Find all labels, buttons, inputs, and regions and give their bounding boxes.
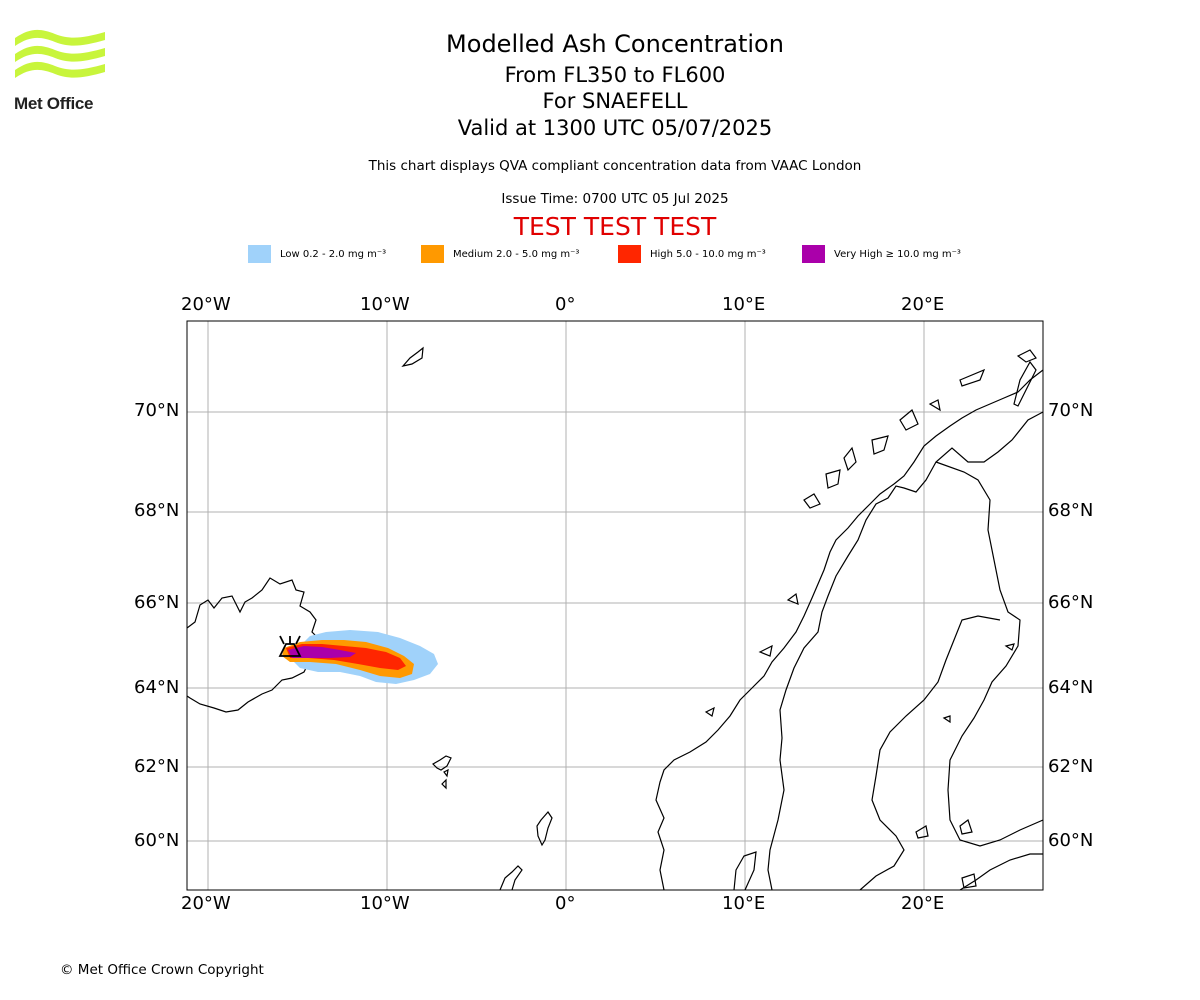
- ash-plume: [282, 630, 438, 684]
- coast-shetland: [536, 811, 553, 847]
- wave-logo-icon: [15, 29, 105, 78]
- lat-label-left-62n: 62°N: [134, 756, 180, 777]
- coast-faroe: [432, 755, 452, 790]
- gridlines: [187, 321, 1043, 890]
- ash-very-high-area: [288, 646, 356, 658]
- legend-label-medium: Medium 2.0 - 5.0 mg m⁻³: [453, 248, 580, 260]
- lon-label-bottom-10w: 10°W: [360, 893, 410, 914]
- coast-scotland: [499, 865, 523, 890]
- lon-label-top-20e: 20°E: [901, 294, 945, 315]
- coast-border: [767, 411, 1043, 890]
- legend-label-very-high: Very High ≥ 10.0 mg m⁻³: [834, 248, 961, 260]
- coast-baltic-south: [959, 853, 1043, 890]
- legend-swatch-medium: [421, 245, 444, 263]
- volcano-name: For SNAEFELL: [542, 89, 688, 113]
- legend-label-high: High 5.0 - 10.0 mg m⁻³: [650, 248, 766, 260]
- met-office-logo: Met Office: [14, 28, 109, 118]
- legend-item-low: Low 0.2 - 2.0 mg m⁻³: [248, 244, 386, 264]
- chart-description: This chart displays QVA compliant concen…: [368, 158, 862, 174]
- lat-label-right-70n: 70°N: [1048, 400, 1094, 421]
- chart-title: Modelled Ash Concentration: [446, 30, 784, 58]
- lon-label-bottom-20w: 20°W: [181, 893, 231, 914]
- lon-label-top-0: 0°: [555, 294, 576, 315]
- coast-norway: [655, 369, 1043, 890]
- coast-finland-border: [935, 461, 1043, 847]
- legend-label-low: Low 0.2 - 2.0 mg m⁻³: [280, 248, 387, 260]
- lat-label-left-60n: 60°N: [134, 830, 180, 851]
- coastlines: [187, 346, 1043, 890]
- coast-iceland: [187, 577, 321, 713]
- legend-item-high: High 5.0 - 10.0 mg m⁻³: [618, 244, 766, 264]
- lon-label-top-10e: 10°E: [722, 294, 766, 315]
- copyright-notice: © Met Office Crown Copyright: [60, 962, 264, 978]
- logo-text: Met Office: [14, 94, 94, 113]
- lat-label-right-64n: 64°N: [1048, 677, 1094, 698]
- lat-label-left-64n: 64°N: [134, 677, 180, 698]
- flight-level-range: From FL350 to FL600: [504, 63, 726, 87]
- coast-norway-south: [733, 851, 757, 890]
- legend-item-very-high: Very High ≥ 10.0 mg m⁻³: [802, 244, 961, 264]
- lon-label-top-10w: 10°W: [360, 294, 410, 315]
- valid-time: Valid at 1300 UTC 05/07/2025: [457, 116, 773, 140]
- lat-label-left-68n: 68°N: [134, 500, 180, 521]
- legend-swatch-high: [618, 245, 641, 263]
- coast-gulf-bothnia: [859, 615, 1001, 890]
- lat-label-left-66n: 66°N: [134, 592, 180, 613]
- lat-label-left-70n: 70°N: [134, 400, 180, 421]
- legend-item-medium: Medium 2.0 - 5.0 mg m⁻³: [421, 244, 579, 264]
- map-frame: [186, 320, 1044, 891]
- legend-swatch-low: [248, 245, 271, 263]
- lon-label-bottom-10e: 10°E: [722, 893, 766, 914]
- legend-swatch-very-high: [802, 245, 825, 263]
- lat-label-right-62n: 62°N: [1048, 756, 1094, 777]
- lat-label-right-68n: 68°N: [1048, 500, 1094, 521]
- lon-label-bottom-20e: 20°E: [901, 893, 945, 914]
- volcano-icon: [278, 635, 302, 657]
- lat-label-right-66n: 66°N: [1048, 592, 1094, 613]
- coast-jan-mayen: [401, 346, 424, 367]
- test-banner: TEST TEST TEST: [513, 212, 717, 241]
- lat-label-right-60n: 60°N: [1048, 830, 1094, 851]
- lon-label-top-20w: 20°W: [181, 294, 231, 315]
- lon-label-bottom-0: 0°: [555, 893, 576, 914]
- issue-time: Issue Time: 0700 UTC 05 Jul 2025: [501, 191, 729, 207]
